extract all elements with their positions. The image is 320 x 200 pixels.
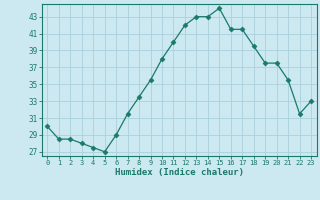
X-axis label: Humidex (Indice chaleur): Humidex (Indice chaleur) (115, 168, 244, 177)
